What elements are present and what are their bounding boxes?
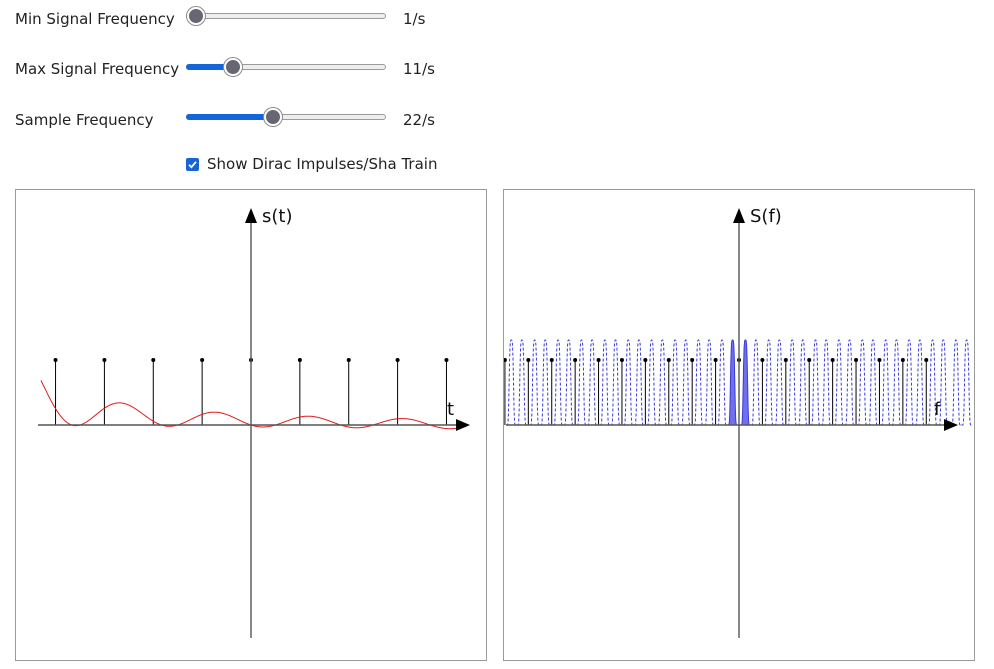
sample-frequency-value: 22/s xyxy=(403,111,435,129)
max-frequency-value: 11/s xyxy=(403,60,435,78)
freq-impulse-tip xyxy=(666,358,671,362)
freq-impulse-tip xyxy=(807,358,812,362)
freq-impulse-tip xyxy=(573,358,578,362)
spectrum-alias-lobe xyxy=(586,339,598,426)
time-impulse-tip xyxy=(53,358,58,362)
time-domain-plot: s(t) t xyxy=(15,189,487,661)
spectrum-lobe xyxy=(740,339,751,426)
time-impulse-tip xyxy=(151,358,156,362)
time-x-axis-label: t xyxy=(447,399,454,420)
spectrum-lobe xyxy=(727,339,738,426)
show-dirac-checkbox[interactable] xyxy=(186,157,199,171)
spectrum-alias-lobe xyxy=(763,339,775,426)
freq-impulse-tip xyxy=(854,358,859,362)
freq-impulse-tip xyxy=(643,358,648,362)
spectrum-alias-lobe xyxy=(880,339,892,426)
freq-x-axis-label: f xyxy=(934,399,941,420)
freq-impulse-tip xyxy=(526,358,531,362)
freq-impulse-tip xyxy=(877,358,882,362)
frequency-domain-canvas: S(f) f xyxy=(504,206,972,638)
check-icon xyxy=(188,160,197,169)
min-frequency-label: Min Signal Frequency xyxy=(15,10,175,28)
freq-impulse-tip xyxy=(690,358,695,362)
sample-frequency-label: Sample Frequency xyxy=(15,111,154,129)
min-frequency-row: Min Signal Frequency xyxy=(15,7,185,31)
spectrum-alias-lobe xyxy=(576,339,587,426)
time-impulse-tip xyxy=(200,358,205,362)
spectrum-alias-lobe xyxy=(599,339,611,426)
spectrum-alias-lobe xyxy=(810,339,821,426)
spectrum-alias-lobe xyxy=(867,339,879,426)
min-frequency-slider[interactable] xyxy=(186,7,386,25)
max-frequency-label: Max Signal Frequency xyxy=(15,60,180,78)
spectrum-alias-lobe xyxy=(786,339,798,426)
time-y-axis-arrow xyxy=(245,208,257,223)
spectrum-alias-lobe xyxy=(657,339,668,426)
freq-y-axis-arrow xyxy=(733,208,745,223)
spectrum-alias-lobe xyxy=(506,339,517,426)
frequency-domain-plot: S(f) f xyxy=(503,189,975,661)
max-frequency-slider[interactable] xyxy=(186,58,386,76)
sample-frequency-row: Sample Frequency xyxy=(15,108,185,132)
sample-frequency-slider[interactable] xyxy=(186,108,386,126)
freq-impulse-tip xyxy=(596,358,601,362)
spectrum-alias-lobe xyxy=(844,339,855,426)
slider-thumb[interactable] xyxy=(223,58,242,76)
show-dirac-label: Show Dirac Impulses/Sha Train xyxy=(207,155,438,173)
spectrum-alias-lobe xyxy=(891,339,902,426)
spectrum-alias-lobe xyxy=(516,339,528,426)
freq-impulse-tip xyxy=(504,358,507,362)
time-signal-curve xyxy=(40,380,467,430)
spectrum-alias-lobe xyxy=(540,339,551,426)
spectrum-alias-lobe xyxy=(610,339,621,426)
spectrum-alias-lobe xyxy=(820,339,832,426)
spectrum-alias-lobe xyxy=(774,339,785,426)
spectrum-alias-lobe xyxy=(903,339,915,426)
freq-impulse-tip xyxy=(619,358,624,362)
freq-impulse-tip xyxy=(924,358,929,362)
min-frequency-value: 1/s xyxy=(403,10,426,28)
freq-impulse-tip xyxy=(713,358,718,362)
spectrum-alias-lobe xyxy=(750,339,762,426)
spectrum-alias-lobe xyxy=(950,339,962,426)
show-dirac-row[interactable]: Show Dirac Impulses/Sha Train xyxy=(186,152,437,176)
time-impulse-tip xyxy=(444,358,449,362)
freq-impulse-tip xyxy=(783,358,788,362)
spectrum-alias-lobe xyxy=(833,339,845,426)
spectrum-alias-lobe xyxy=(646,339,658,426)
freq-impulse-tip xyxy=(549,358,554,362)
spectrum-alias-lobe xyxy=(961,339,972,426)
spectrum-alias-lobe xyxy=(797,339,809,426)
time-impulse-tip xyxy=(395,358,400,362)
spectrum-alias-lobe xyxy=(633,339,645,426)
spectrum-alias-lobe xyxy=(914,339,926,426)
spectrum-alias-lobe xyxy=(669,339,681,426)
time-impulse-tip xyxy=(102,358,107,362)
time-impulse-tip xyxy=(346,358,351,362)
spectrum-alias-lobe xyxy=(680,339,692,426)
time-domain-canvas: s(t) t xyxy=(38,206,470,638)
freq-impulse-tip xyxy=(900,358,905,362)
spectrum-alias-lobe xyxy=(552,339,564,426)
spectrum-alias-lobe xyxy=(703,339,715,426)
max-frequency-row: Max Signal Frequency xyxy=(15,57,185,81)
spectrum-alias-lobe xyxy=(563,339,575,426)
slider-thumb[interactable] xyxy=(187,7,205,25)
spectrum-alias-lobe xyxy=(623,339,634,426)
slider-thumb[interactable] xyxy=(264,108,283,126)
time-impulse-tip xyxy=(297,358,302,362)
time-y-axis-label: s(t) xyxy=(262,206,292,227)
freq-y-axis-label: S(f) xyxy=(750,206,782,227)
spectrum-alias-lobe xyxy=(529,339,540,426)
freq-impulse-tip xyxy=(830,358,835,362)
spectrum-alias-lobe xyxy=(857,339,868,426)
freq-impulse-tip xyxy=(760,358,765,362)
spectrum-alias-lobe xyxy=(693,339,704,426)
spectrum-alias-lobe xyxy=(716,339,728,426)
freq-x-axis-arrow xyxy=(944,419,958,431)
time-x-axis-arrow xyxy=(456,419,470,431)
